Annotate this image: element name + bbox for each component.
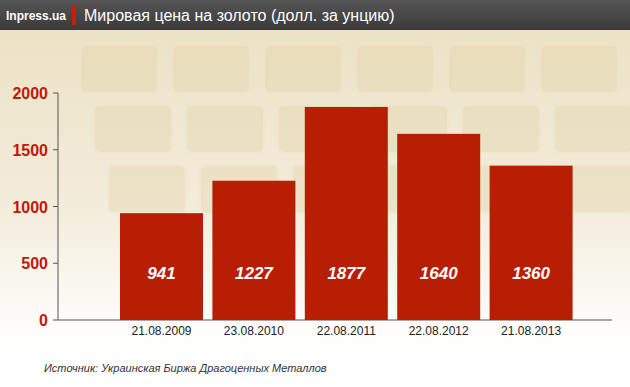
- y-tick-label: 500: [21, 255, 48, 272]
- y-tick: [53, 93, 58, 94]
- decoration-bar: [448, 45, 526, 93]
- y-tick: [53, 263, 58, 264]
- x-tick-label: 23.08.2010: [224, 324, 284, 338]
- y-tick-label: 1500: [12, 142, 48, 159]
- logo: Inpress.ua: [6, 9, 66, 23]
- bar: [212, 181, 295, 320]
- header: [0, 0, 630, 30]
- y-tick: [53, 206, 58, 207]
- header-separator: [72, 5, 76, 25]
- decoration-bar: [264, 45, 342, 93]
- data-label: 1640: [420, 264, 458, 283]
- y-tick-label: 1000: [12, 199, 48, 216]
- x-tick-label: 21.08.2013: [501, 324, 561, 338]
- background: [0, 0, 630, 387]
- decoration-bar: [554, 105, 630, 153]
- bar: [305, 107, 388, 320]
- bars: [120, 107, 573, 320]
- y-tick: [53, 320, 58, 321]
- decoration-bar: [186, 105, 264, 153]
- y-tick-label: 0: [39, 312, 48, 329]
- background-image: [0, 30, 630, 345]
- decoration-bar: [94, 105, 172, 153]
- x-tick-label: 21.08.2009: [131, 324, 191, 338]
- decoration-bar: [568, 165, 630, 213]
- y-tick-label: 2000: [12, 85, 48, 102]
- source: Источник: Украинская Биржа Драгоценных М…: [44, 362, 327, 374]
- chart-root: Inpress.ua Мировая цена на золото (долл. …: [0, 0, 630, 387]
- decoration-bar: [356, 45, 434, 93]
- data-label: 1360: [512, 264, 550, 283]
- data-label: 941: [147, 264, 175, 283]
- chart-svg: Inpress.ua Мировая цена на золото (долл. …: [0, 0, 630, 387]
- x-tick-label: 22.08.2012: [409, 324, 469, 338]
- y-tick: [53, 149, 58, 150]
- x-tick-label: 22.08.2011: [317, 324, 376, 338]
- bar: [120, 213, 203, 320]
- decoration-bar: [540, 45, 618, 93]
- data-labels: 941 1227 1877 1640 1360: [147, 264, 550, 283]
- decoration-bar: [80, 45, 158, 93]
- data-label: 1227: [235, 264, 274, 283]
- data-label: 1877: [327, 264, 366, 283]
- title: Мировая цена на золото (долл. за унцию): [84, 7, 395, 24]
- bar: [397, 134, 480, 320]
- decoration-bar: [172, 45, 250, 93]
- bar: [490, 166, 573, 320]
- decoration-bar: [108, 165, 186, 213]
